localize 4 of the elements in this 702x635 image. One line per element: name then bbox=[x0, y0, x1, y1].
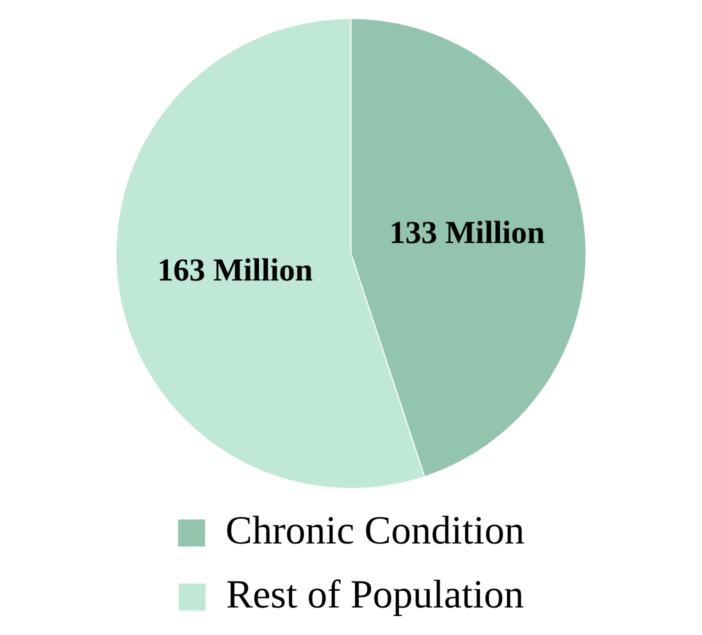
legend-label: Chronic Condition bbox=[226, 508, 524, 552]
legend-label: Rest of Population bbox=[226, 572, 524, 616]
data-label: 133 Million bbox=[389, 214, 545, 250]
data-label: 163 Million bbox=[157, 251, 313, 288]
